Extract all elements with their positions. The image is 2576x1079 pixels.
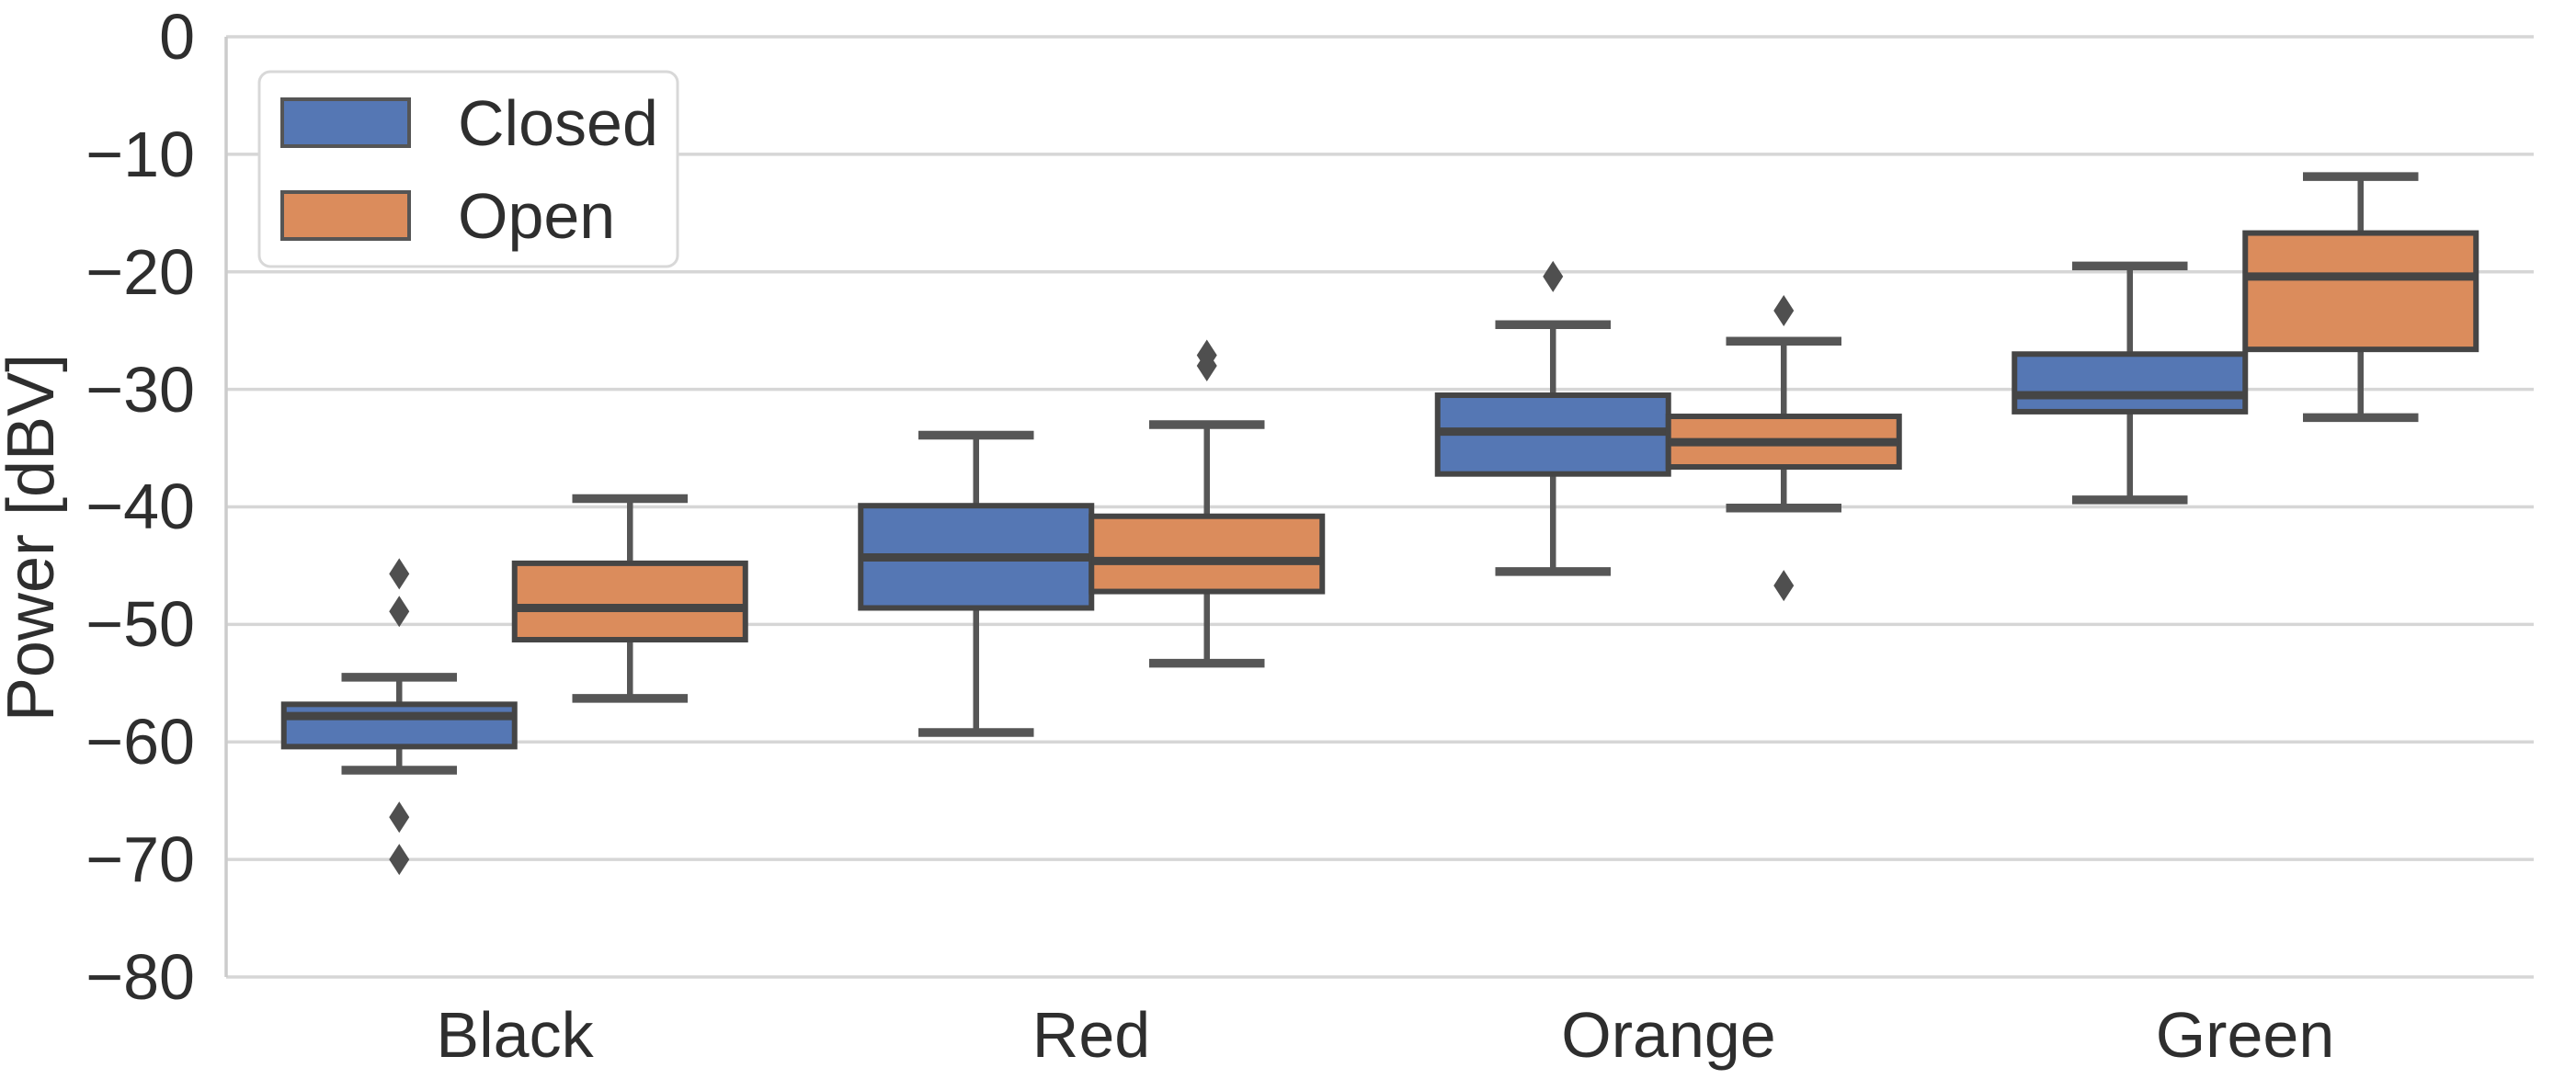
y-tick-label: 0 [159, 1, 195, 73]
box-red-open [1089, 339, 1326, 668]
outlier-point [389, 596, 410, 628]
x-tick-label-orange: Orange [1561, 999, 1775, 1071]
y-tick-label: −50 [85, 588, 195, 660]
iqr-box [280, 701, 518, 750]
y-tick-label: −10 [85, 119, 195, 190]
outlier-point [1196, 350, 1217, 382]
box-black-open [511, 494, 748, 703]
box-black-closed [280, 558, 518, 876]
outlier-point [389, 801, 410, 834]
outlier-point [389, 558, 410, 590]
iqr-box [511, 560, 748, 642]
box-red-closed [858, 430, 1095, 737]
outlier-point [1773, 570, 1795, 602]
legend-labels: Closed Open [458, 87, 658, 252]
outlier-point [1543, 260, 1564, 292]
outlier-point [389, 844, 410, 876]
x-tick-label-green: Green [2156, 999, 2335, 1071]
box-orange-open [1665, 294, 1902, 602]
legend-swatch-open [280, 190, 411, 241]
box-green-open [2242, 172, 2479, 423]
legend-swatch-closed [280, 97, 411, 148]
box-orange-closed [1434, 260, 1671, 576]
y-tick-label: −70 [85, 823, 195, 895]
iqr-box [2242, 230, 2479, 353]
outlier-point [1773, 294, 1795, 326]
y-tick-label: −20 [85, 236, 195, 308]
x-tick-label-black: Black [436, 999, 594, 1071]
x-tick-label-red: Red [1032, 999, 1150, 1071]
y-axis-label: Power [dBV] [0, 354, 68, 721]
iqr-box [1089, 513, 1326, 595]
y-tick-label: −30 [85, 354, 195, 426]
box-green-closed [2012, 261, 2249, 505]
y-tick-label: −40 [85, 471, 195, 542]
legend [257, 70, 679, 268]
y-axis-tick-labels: 0 −10 −20 −30 −40 −50 −60 −70 −80 [85, 1, 195, 1013]
x-axis-tick-labels: Black Red Orange Green [436, 999, 2334, 1071]
legend-label-open: Open [458, 180, 615, 252]
legend-label-closed: Closed [458, 87, 658, 159]
y-tick-label: −80 [85, 941, 195, 1013]
y-tick-label: −60 [85, 706, 195, 778]
boxes [280, 172, 2479, 876]
iqr-box [2012, 351, 2249, 415]
